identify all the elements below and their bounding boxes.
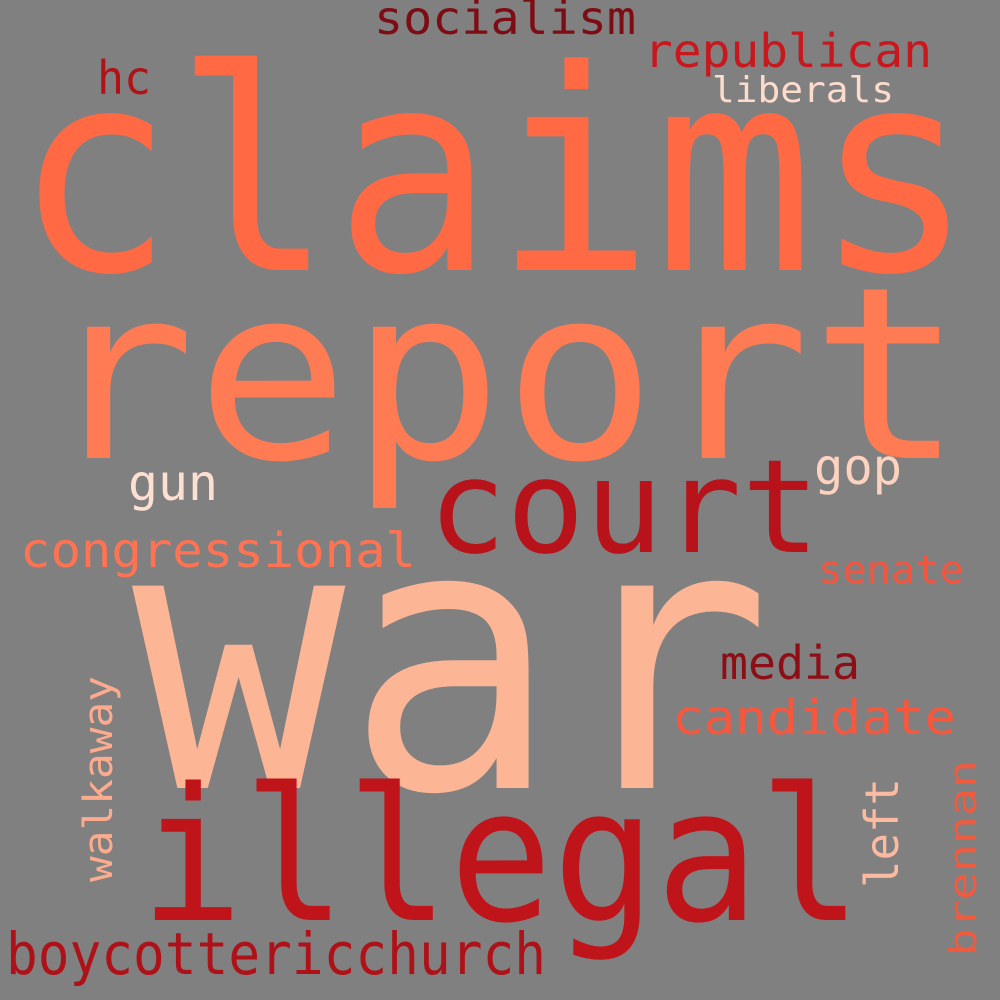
word-socialism: socialism — [374, 0, 636, 45]
word-court: court — [428, 431, 820, 583]
word-gun: gun — [128, 454, 218, 512]
word-congressional: congressional — [20, 523, 416, 579]
word-senate: senate — [818, 548, 964, 592]
word-candidate: candidate — [672, 690, 956, 746]
word-gop: gop — [814, 438, 902, 496]
word-war: war — [132, 446, 772, 876]
word-left: left — [855, 778, 909, 888]
word-hc: hc — [97, 51, 151, 105]
word-media: media — [720, 636, 860, 690]
word-boycottericchurch: boycottericchurch — [6, 920, 546, 988]
word-walkaway: walkaway — [76, 676, 122, 882]
word-liberals: liberals — [712, 70, 894, 111]
word-report: report — [42, 235, 964, 515]
word-brennan: brennan — [941, 760, 985, 956]
word-republican: republican — [644, 24, 932, 78]
word-illegal: illegal — [140, 748, 862, 964]
word-claims: claims — [14, 11, 974, 337]
